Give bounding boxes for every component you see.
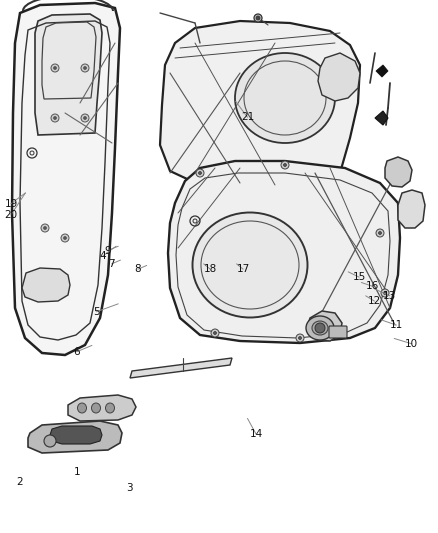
Text: 7: 7	[108, 259, 115, 269]
Circle shape	[281, 161, 289, 169]
Circle shape	[41, 224, 49, 232]
Ellipse shape	[235, 53, 335, 143]
Text: 11: 11	[390, 320, 403, 330]
Polygon shape	[308, 311, 342, 341]
Circle shape	[378, 231, 381, 235]
Circle shape	[213, 332, 216, 335]
Ellipse shape	[78, 403, 86, 413]
Circle shape	[53, 67, 57, 69]
Circle shape	[53, 117, 57, 119]
Text: 15: 15	[353, 272, 366, 282]
Text: 21: 21	[241, 112, 254, 122]
Text: 3: 3	[126, 483, 133, 492]
Text: 6: 6	[73, 347, 80, 357]
Circle shape	[51, 64, 59, 72]
Ellipse shape	[306, 316, 334, 340]
Text: 9: 9	[104, 246, 111, 255]
Circle shape	[81, 64, 89, 72]
Circle shape	[51, 114, 59, 122]
Polygon shape	[130, 358, 232, 378]
Circle shape	[198, 172, 201, 174]
Polygon shape	[160, 21, 360, 193]
Polygon shape	[376, 65, 388, 77]
Text: 17: 17	[237, 264, 250, 274]
Text: 20: 20	[4, 210, 18, 220]
Polygon shape	[168, 161, 400, 343]
Circle shape	[44, 435, 56, 447]
Text: 10: 10	[405, 339, 418, 349]
Polygon shape	[68, 395, 136, 421]
Circle shape	[43, 227, 46, 230]
Ellipse shape	[192, 213, 307, 318]
Circle shape	[61, 234, 69, 242]
Circle shape	[254, 14, 262, 22]
Polygon shape	[385, 157, 412, 187]
Circle shape	[84, 67, 86, 69]
Circle shape	[64, 237, 67, 239]
Text: 12: 12	[368, 296, 381, 306]
Text: 1: 1	[73, 467, 80, 477]
Text: 4: 4	[99, 251, 106, 261]
Polygon shape	[50, 426, 102, 444]
Ellipse shape	[312, 321, 328, 335]
Circle shape	[296, 334, 304, 342]
Polygon shape	[35, 14, 102, 135]
Circle shape	[376, 229, 384, 237]
Text: 5: 5	[93, 307, 100, 317]
Ellipse shape	[106, 403, 114, 413]
Text: 16: 16	[366, 281, 379, 291]
FancyBboxPatch shape	[329, 326, 347, 338]
Polygon shape	[318, 53, 360, 101]
Text: 2: 2	[16, 478, 23, 487]
Circle shape	[283, 164, 286, 166]
Circle shape	[384, 292, 386, 295]
Polygon shape	[12, 3, 120, 355]
Circle shape	[211, 329, 219, 337]
Text: 8: 8	[134, 264, 141, 274]
Circle shape	[381, 289, 389, 297]
Circle shape	[315, 323, 325, 333]
Ellipse shape	[92, 403, 100, 413]
Circle shape	[299, 336, 301, 340]
Text: 18: 18	[204, 264, 217, 274]
Circle shape	[196, 169, 204, 177]
Polygon shape	[28, 421, 122, 453]
Polygon shape	[375, 111, 388, 125]
Polygon shape	[398, 190, 425, 228]
Text: 13: 13	[383, 291, 396, 301]
Polygon shape	[22, 268, 70, 302]
Text: 14: 14	[250, 430, 263, 439]
Circle shape	[81, 114, 89, 122]
Text: 19: 19	[4, 199, 18, 208]
Circle shape	[84, 117, 86, 119]
Circle shape	[256, 16, 260, 20]
